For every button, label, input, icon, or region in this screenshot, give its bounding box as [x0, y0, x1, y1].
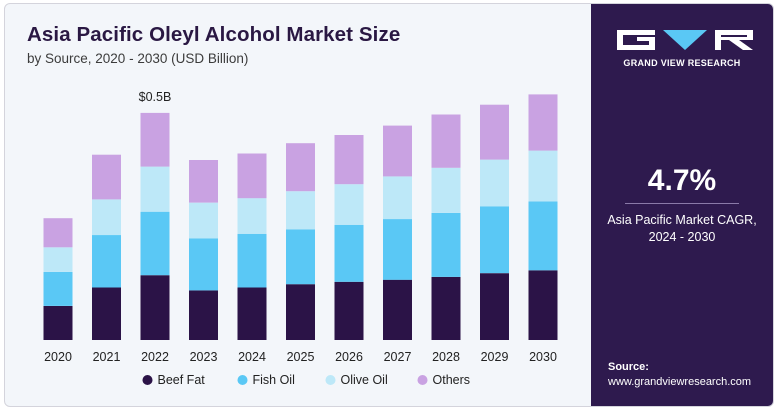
cagr-label: Asia Pacific Market CAGR, 2024 - 2030	[601, 212, 763, 246]
brand-name: GRAND VIEW RESEARCH	[623, 58, 741, 68]
x-tick-label-2023: 2023	[190, 350, 218, 364]
bar-segment-2026-olive-oil	[334, 184, 364, 225]
chart-area: Asia Pacific Oleyl Alcohol Market Size b…	[5, 4, 591, 406]
legend-label-beef-fat: Beef Fat	[158, 373, 206, 387]
legend-swatch-beef-fat	[142, 375, 153, 385]
legend-swatch-others	[417, 375, 428, 385]
bar-segment-2027-fish-oil	[383, 219, 412, 280]
cagr-value: 4.7%	[647, 164, 717, 197]
bar-segment-2021-fish-oil	[92, 235, 121, 288]
x-tick-label-2024: 2024	[238, 350, 266, 364]
legend-label-others: Others	[433, 373, 471, 387]
bar-segment-2021-beef-fat	[92, 287, 121, 340]
source-label: Source:	[608, 361, 649, 373]
bar-segment-2030-others	[528, 94, 558, 151]
bar-segment-2028-others	[431, 114, 461, 168]
x-tick-label-2026: 2026	[335, 350, 363, 364]
source-url[interactable]: www.grandviewresearch.com	[608, 376, 752, 388]
data-label-2022: $0.5B	[139, 90, 172, 104]
bar-segment-2020-others	[43, 218, 73, 248]
x-tick-label-2030: 2030	[529, 350, 557, 364]
chart-card: Asia Pacific Oleyl Alcohol Market Size b…	[4, 3, 774, 407]
bar-segment-2029-beef-fat	[480, 273, 509, 340]
bar-segment-2027-others	[383, 125, 412, 177]
bar-segment-2029-others	[480, 104, 509, 160]
bar-segment-2029-fish-oil	[480, 206, 509, 274]
cagr-label-line2: 2024 - 2030	[648, 230, 716, 244]
bar-segment-2026-others	[334, 135, 364, 185]
x-tick-label-2028: 2028	[432, 350, 460, 364]
bar-segment-2025-olive-oil	[286, 191, 315, 230]
cagr-divider	[625, 203, 739, 204]
stacked-bar-chart: 2020 2021 2022 $0.5B 2023 2024 2025 2026 2027 202…	[43, 90, 558, 387]
bar-segment-2021-others	[92, 154, 121, 200]
bar-segment-2028-fish-oil	[431, 212, 461, 277]
chart-title: Asia Pacific Oleyl Alcohol Market Size	[27, 23, 401, 46]
bar-segment-2020-beef-fat	[43, 306, 73, 340]
bar-segment-2024-others	[237, 153, 267, 199]
bar-segment-2021-olive-oil	[92, 199, 121, 236]
legend-label-olive-oil: Olive Oil	[341, 373, 388, 387]
legend-swatch-olive-oil	[325, 375, 336, 385]
bar-segment-2028-beef-fat	[431, 276, 461, 340]
cagr-label-line1: Asia Pacific Market CAGR,	[607, 213, 757, 227]
bar-segment-2026-fish-oil	[334, 224, 364, 282]
bar-segment-2026-beef-fat	[334, 281, 364, 340]
bar-segment-2030-fish-oil	[528, 201, 558, 271]
x-tick-label-2025: 2025	[287, 350, 315, 364]
bar-segment-2022-olive-oil	[140, 166, 170, 212]
bar-segment-2025-beef-fat	[286, 284, 315, 340]
bar-segment-2024-olive-oil	[237, 198, 267, 234]
bar-segment-2023-fish-oil	[189, 238, 218, 291]
bar-segment-2029-olive-oil	[480, 159, 509, 207]
bar-segment-2023-beef-fat	[189, 290, 218, 340]
legend-swatch-fish-oil	[237, 375, 248, 385]
bar-segment-2027-beef-fat	[383, 279, 412, 340]
x-tick-label-2022: 2022	[141, 350, 169, 364]
x-tick-label-2027: 2027	[384, 350, 412, 364]
x-tick-label-2020: 2020	[44, 350, 72, 364]
x-tick-label-2029: 2029	[481, 350, 509, 364]
bar-segment-2025-fish-oil	[286, 229, 315, 285]
bar-segment-2022-fish-oil	[140, 211, 170, 276]
bar-segment-2022-others	[140, 112, 170, 167]
bar-segment-2025-others	[286, 143, 315, 192]
bar-segment-2020-fish-oil	[43, 271, 73, 306]
chart-subtitle: by Source, 2020 - 2030 (USD Billion)	[27, 51, 249, 66]
bar-segment-2024-beef-fat	[237, 287, 267, 340]
bar-segment-2020-olive-oil	[43, 247, 73, 272]
legend-label-fish-oil: Fish Oil	[253, 373, 295, 387]
bar-segment-2027-olive-oil	[383, 176, 412, 219]
bar-segment-2030-beef-fat	[528, 270, 558, 340]
side-panel: GRAND VIEW RESEARCH 4.7% Asia Pacific Ma…	[591, 4, 773, 406]
bar-segment-2023-olive-oil	[189, 202, 218, 239]
bar-segment-2024-fish-oil	[237, 233, 267, 288]
x-tick-label-2021: 2021	[93, 350, 121, 364]
bar-segment-2030-olive-oil	[528, 150, 558, 202]
bar-segment-2022-beef-fat	[140, 275, 170, 340]
grand-view-research-logo-icon	[617, 30, 753, 50]
bar-segment-2023-others	[189, 160, 218, 203]
bar-segment-2028-olive-oil	[431, 167, 461, 213]
